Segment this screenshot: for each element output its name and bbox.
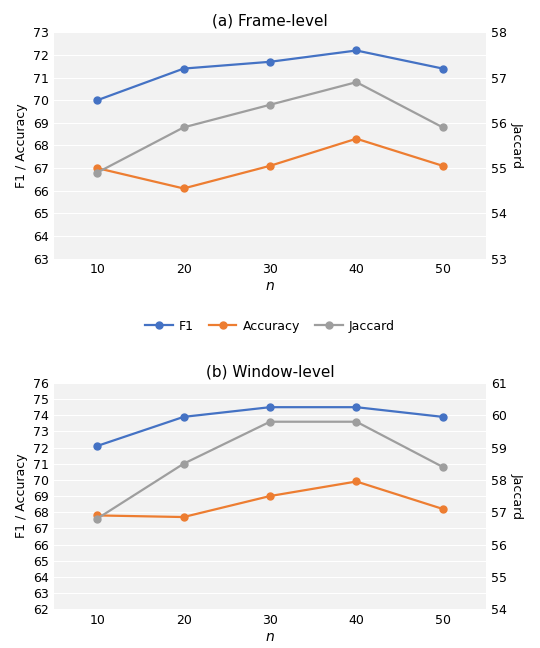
Accuracy	[440, 505, 446, 513]
Accuracy	[94, 511, 100, 519]
Jaccard	[94, 515, 100, 522]
Accuracy	[94, 164, 100, 172]
F1	[267, 58, 273, 65]
Y-axis label: Jaccard: Jaccard	[510, 473, 523, 519]
Line: Jaccard: Jaccard	[94, 418, 446, 522]
Jaccard	[353, 78, 360, 86]
F1	[180, 413, 187, 421]
Y-axis label: F1 / Accuracy: F1 / Accuracy	[15, 454, 28, 538]
Y-axis label: Jaccard: Jaccard	[510, 122, 523, 168]
Accuracy	[267, 492, 273, 500]
Jaccard	[440, 463, 446, 471]
Line: F1: F1	[94, 47, 446, 104]
Jaccard	[353, 418, 360, 426]
Title: (b) Window-level: (b) Window-level	[206, 364, 334, 379]
Accuracy	[180, 185, 187, 192]
F1	[353, 47, 360, 54]
X-axis label: $n$: $n$	[265, 279, 275, 293]
Jaccard	[267, 101, 273, 109]
Line: Jaccard: Jaccard	[94, 78, 446, 176]
Jaccard	[440, 124, 446, 132]
Accuracy	[353, 478, 360, 485]
Line: Accuracy: Accuracy	[94, 478, 446, 520]
Line: Accuracy: Accuracy	[94, 135, 446, 192]
Accuracy	[440, 162, 446, 170]
F1	[267, 403, 273, 411]
Accuracy	[353, 135, 360, 143]
F1	[94, 97, 100, 104]
F1	[353, 403, 360, 411]
F1	[180, 65, 187, 73]
Accuracy	[267, 162, 273, 170]
Jaccard	[94, 168, 100, 176]
Jaccard	[180, 460, 187, 468]
F1	[440, 65, 446, 73]
Line: F1: F1	[94, 404, 446, 450]
Accuracy	[180, 513, 187, 521]
F1	[94, 442, 100, 450]
F1	[440, 413, 446, 421]
Y-axis label: F1 / Accuracy: F1 / Accuracy	[15, 103, 28, 188]
Jaccard	[267, 418, 273, 426]
Title: (a) Frame-level: (a) Frame-level	[212, 14, 328, 29]
Jaccard	[180, 124, 187, 132]
X-axis label: $n$: $n$	[265, 630, 275, 643]
Legend: F1, Accuracy, Jaccard: F1, Accuracy, Jaccard	[140, 314, 400, 338]
